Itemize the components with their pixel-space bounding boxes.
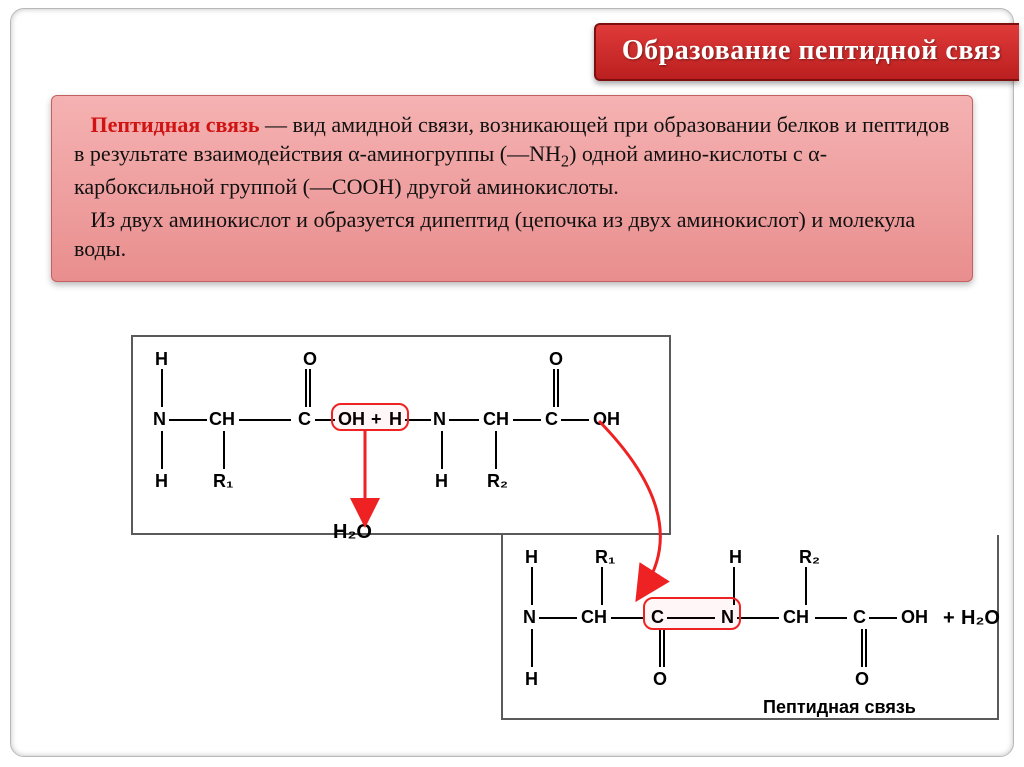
atom-label: N <box>433 409 446 430</box>
atom-label: O <box>549 349 563 370</box>
bond-vertical <box>601 567 603 605</box>
bond-horizontal <box>611 617 645 619</box>
atom-label: O <box>653 669 667 690</box>
product-box: HR₁HR₂NCHCNCHCOH+H₂OHOOПептидная связь <box>501 535 999 720</box>
peptide-bond-highlight <box>331 403 409 431</box>
atom-label: O <box>303 349 317 370</box>
definition-box: Пептидная связь — вид амидной связи, воз… <box>51 95 973 282</box>
atom-label: H₂O <box>961 607 1000 630</box>
bond-horizontal <box>239 419 291 421</box>
title-text: Образование пептидной связ <box>622 35 1001 66</box>
atom-label: C <box>853 607 866 628</box>
bond-horizontal <box>815 617 847 619</box>
bond-vertical <box>805 567 807 605</box>
bond-vertical <box>161 431 163 469</box>
atom-label: C <box>545 409 558 430</box>
bond-horizontal <box>449 419 479 421</box>
bond-vertical <box>531 567 533 605</box>
bond-horizontal <box>737 617 779 619</box>
atom-label: R₂ <box>487 471 508 492</box>
atom-label: R₁ <box>213 471 233 492</box>
slide-frame: Образование пептидной связ Пептидная свя… <box>10 8 1014 757</box>
bond-double-vertical <box>861 629 863 667</box>
atom-label: H <box>435 471 448 492</box>
atom-label: OH <box>901 607 928 628</box>
atom-label: CH <box>209 409 235 430</box>
atom-label: O <box>855 669 869 690</box>
bond-vertical <box>223 431 225 469</box>
bond-vertical <box>495 431 497 469</box>
bond-horizontal <box>513 419 541 421</box>
atom-label: H <box>525 669 538 690</box>
peptide-bond-label: Пептидная связь <box>763 697 916 718</box>
definition-paragraph-1: Пептидная связь — вид амидной связи, воз… <box>74 110 950 201</box>
atom-label: R₂ <box>799 547 820 568</box>
atom-label: OH <box>593 409 620 430</box>
peptide-bond-highlight <box>643 597 741 630</box>
atom-label: CH <box>783 607 809 628</box>
atom-label: H <box>155 471 168 492</box>
def-body-1-sub: 2 <box>561 151 569 170</box>
atom-label: N <box>523 607 536 628</box>
bond-double-vertical <box>553 369 555 407</box>
bond-vertical <box>531 629 533 667</box>
atom-label: R₁ <box>595 547 615 568</box>
bond-horizontal <box>169 419 207 421</box>
atom-label: N <box>153 409 166 430</box>
reactants-box: HOONCHCOH+HNCHCOHHR₁HR₂H₂O <box>131 335 671 535</box>
bond-double-vertical <box>659 629 661 667</box>
bond-horizontal <box>869 617 897 619</box>
bond-vertical <box>441 431 443 469</box>
term: Пептидная связь <box>91 112 260 137</box>
bond-vertical <box>161 369 163 407</box>
atom-label: CH <box>483 409 509 430</box>
atom-label: H <box>729 547 742 568</box>
atom-label: H <box>525 547 538 568</box>
atom-label: H <box>155 349 168 370</box>
definition-paragraph-2: Из двух аминокислот и образуется дипепти… <box>74 205 950 263</box>
bond-horizontal <box>561 419 589 421</box>
atom-label: H₂O <box>333 521 372 544</box>
bond-horizontal <box>539 617 577 619</box>
atom-label: CH <box>581 607 607 628</box>
bond-double-vertical <box>305 369 307 407</box>
slide-title: Образование пептидной связ <box>594 23 1019 81</box>
def-body-2: Из двух аминокислот и образуется дипепти… <box>74 207 915 261</box>
chemistry-diagram: HOONCHCOH+HNCHCOHHR₁HR₂H₂O HR₁HR₂NCHCNCH… <box>131 335 1001 755</box>
atom-label: + <box>943 607 955 630</box>
atom-label: C <box>298 409 311 430</box>
